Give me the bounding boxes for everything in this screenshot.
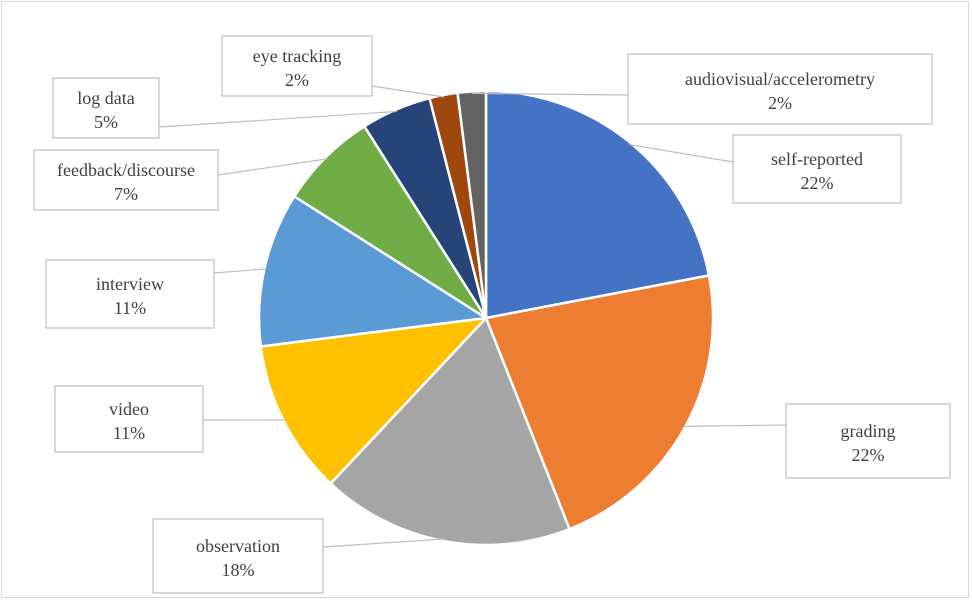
data-label-log-data: log data 5% xyxy=(52,77,160,139)
slice-category-label: observation xyxy=(196,536,280,556)
data-label-box xyxy=(627,53,933,125)
data-label-eye-tracking: eye tracking 2% xyxy=(221,35,373,97)
slice-percent-label: 5% xyxy=(94,112,118,132)
leader-line-observation xyxy=(322,538,444,548)
slice-category-label: self-reported xyxy=(771,149,863,169)
pie-slice-audiovisual-accelerometry xyxy=(456,89,488,319)
slice-percent-label: 11% xyxy=(113,423,145,443)
leader-line-self-reported xyxy=(629,144,734,163)
data-label-feedback-discourse: feedback/discourse 7% xyxy=(33,149,219,211)
data-label-box xyxy=(785,403,951,479)
slice-category-label: feedback/discourse xyxy=(57,160,195,180)
leader-line-interview xyxy=(213,268,267,274)
slice-percent-label: 22% xyxy=(801,173,834,193)
data-label-observation: observation 18% xyxy=(152,518,324,594)
data-label-box xyxy=(152,518,324,594)
data-label-box xyxy=(221,35,373,97)
data-label-video: video 11% xyxy=(54,385,204,453)
leader-line-grading xyxy=(683,424,787,427)
data-label-box xyxy=(33,149,219,211)
slice-percent-label: 11% xyxy=(114,298,146,318)
slice-category-label: grading xyxy=(841,421,896,441)
data-label-box xyxy=(732,134,902,204)
leader-line-log-data xyxy=(158,110,397,128)
data-label-box xyxy=(52,77,160,139)
data-label-grading: grading 22% xyxy=(785,403,951,479)
slice-percent-label: 7% xyxy=(114,184,138,204)
slice-category-label: interview xyxy=(96,274,164,294)
slice-category-label: video xyxy=(109,399,149,419)
leader-line-eye-tracking xyxy=(371,85,444,98)
slice-category-label: eye tracking xyxy=(253,46,341,66)
slice-percent-label: 22% xyxy=(852,445,885,465)
pie-slice-video xyxy=(259,316,490,486)
data-label-interview: interview 11% xyxy=(45,259,215,329)
slice-category-label: audiovisual/accelerometry xyxy=(685,69,875,89)
leader-line-feedback-discourse xyxy=(217,158,327,176)
data-label-audiovisual-accelerometry: audiovisual/accelerometry 2% xyxy=(627,53,933,125)
slice-percent-label: 18% xyxy=(222,560,255,580)
slice-percent-label: 2% xyxy=(285,70,309,90)
pie-slice-observation xyxy=(328,315,572,547)
data-label-box xyxy=(45,259,215,329)
data-label-self-reported: self-reported 22% xyxy=(732,134,902,204)
pie-slice-grading xyxy=(484,273,715,531)
slice-category-label: log data xyxy=(77,88,134,108)
data-label-box xyxy=(54,385,204,453)
leader-line-audiovisual-accelerometry xyxy=(471,92,629,96)
slice-percent-label: 2% xyxy=(768,93,792,113)
